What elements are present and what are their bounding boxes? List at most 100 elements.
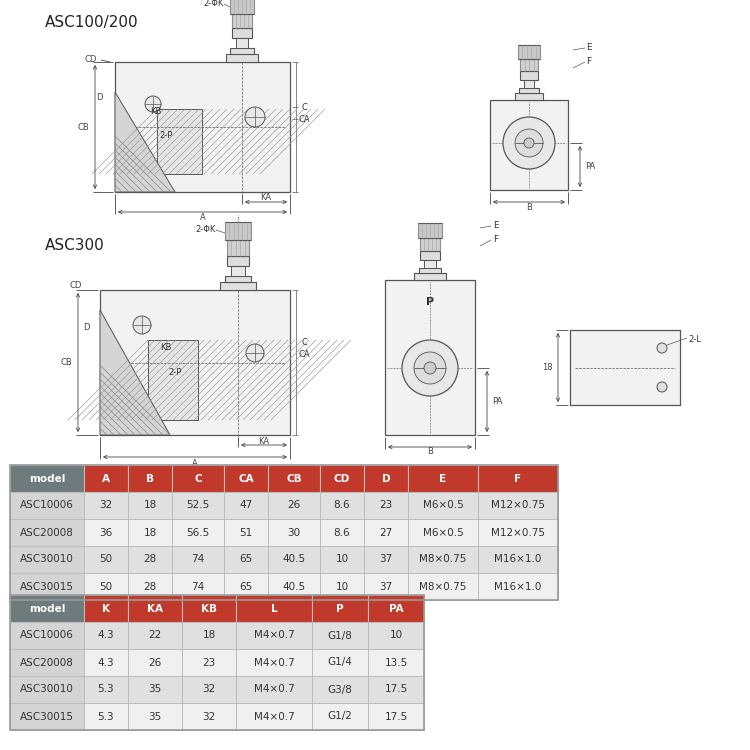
Text: M12×0.75: M12×0.75 xyxy=(491,500,545,511)
Bar xyxy=(225,222,251,240)
Text: 2-P: 2-P xyxy=(168,368,182,377)
Bar xyxy=(230,0,254,14)
Text: F: F xyxy=(514,473,521,484)
Text: CD: CD xyxy=(334,473,350,484)
Text: 35: 35 xyxy=(148,685,162,694)
Bar xyxy=(231,266,245,276)
Text: A: A xyxy=(102,473,110,484)
Text: CB: CB xyxy=(77,122,89,131)
Bar xyxy=(478,492,558,519)
Bar xyxy=(268,546,320,573)
Text: B: B xyxy=(526,202,532,211)
Bar xyxy=(172,519,224,546)
Circle shape xyxy=(524,138,534,148)
Text: E: E xyxy=(493,221,499,230)
Text: G1/8: G1/8 xyxy=(328,631,352,640)
Circle shape xyxy=(246,344,264,362)
Text: ASC100/200: ASC100/200 xyxy=(45,14,139,29)
Bar xyxy=(368,703,424,730)
Bar xyxy=(312,622,368,649)
Bar xyxy=(420,238,440,251)
Bar xyxy=(524,80,534,88)
Circle shape xyxy=(414,352,446,384)
Text: B: B xyxy=(146,473,154,484)
Text: M8×0.75: M8×0.75 xyxy=(419,554,466,565)
Bar xyxy=(408,573,478,600)
Text: 10: 10 xyxy=(335,554,349,565)
Bar xyxy=(84,649,128,676)
Text: 32: 32 xyxy=(202,685,216,694)
Text: 18: 18 xyxy=(202,631,216,640)
Bar xyxy=(368,649,424,676)
Bar xyxy=(172,492,224,519)
Bar xyxy=(182,676,236,703)
Bar xyxy=(84,595,128,622)
Bar xyxy=(224,519,268,546)
Text: 4.3: 4.3 xyxy=(98,631,114,640)
Bar xyxy=(320,573,364,600)
Text: 17.5: 17.5 xyxy=(384,685,408,694)
Text: A: A xyxy=(200,214,206,223)
Bar xyxy=(320,465,364,492)
Bar xyxy=(419,268,441,273)
Bar xyxy=(148,340,198,420)
Bar xyxy=(478,573,558,600)
Text: CB: CB xyxy=(60,358,72,367)
Bar xyxy=(224,492,268,519)
Text: 2-ΦK: 2-ΦK xyxy=(204,0,224,8)
Text: ASC20008: ASC20008 xyxy=(20,658,74,668)
Bar xyxy=(128,703,182,730)
Text: B: B xyxy=(427,448,433,457)
Text: L: L xyxy=(271,604,278,613)
Bar xyxy=(84,676,128,703)
Bar xyxy=(182,622,236,649)
Text: 26: 26 xyxy=(287,500,301,511)
Bar xyxy=(268,519,320,546)
Bar xyxy=(115,62,290,192)
Bar xyxy=(10,649,84,676)
Bar xyxy=(182,649,236,676)
Circle shape xyxy=(402,340,458,396)
Text: 10: 10 xyxy=(335,581,349,592)
Bar xyxy=(414,273,446,280)
Text: M4×0.7: M4×0.7 xyxy=(254,685,294,694)
Text: 32: 32 xyxy=(99,500,112,511)
Circle shape xyxy=(424,362,436,374)
Bar xyxy=(226,54,258,62)
Circle shape xyxy=(133,316,151,334)
Text: P: P xyxy=(336,604,344,613)
Text: E: E xyxy=(440,473,446,484)
Text: 23: 23 xyxy=(380,500,393,511)
Text: 8.6: 8.6 xyxy=(334,527,350,538)
Text: ASC20008: ASC20008 xyxy=(20,527,74,538)
Text: 2-P: 2-P xyxy=(159,130,172,140)
Bar xyxy=(320,519,364,546)
Bar xyxy=(368,622,424,649)
Text: 36: 36 xyxy=(99,527,112,538)
Bar xyxy=(408,492,478,519)
Bar xyxy=(128,492,172,519)
Text: ASC30015: ASC30015 xyxy=(20,581,74,592)
Bar xyxy=(364,546,408,573)
Bar xyxy=(232,14,252,28)
Bar xyxy=(268,492,320,519)
Text: D: D xyxy=(382,473,390,484)
Text: KB: KB xyxy=(150,107,161,116)
Text: C: C xyxy=(301,338,307,347)
Text: 17.5: 17.5 xyxy=(384,712,408,722)
Bar xyxy=(10,676,84,703)
Bar xyxy=(224,573,268,600)
Text: 74: 74 xyxy=(191,554,205,565)
Bar xyxy=(230,48,254,54)
Bar xyxy=(364,492,408,519)
Text: G3/8: G3/8 xyxy=(328,685,352,694)
Text: 65: 65 xyxy=(239,554,253,565)
Text: P: P xyxy=(426,297,434,307)
Bar xyxy=(408,546,478,573)
Bar xyxy=(182,703,236,730)
Text: KA: KA xyxy=(147,604,163,613)
Bar xyxy=(128,622,182,649)
Text: M4×0.7: M4×0.7 xyxy=(254,658,294,668)
Text: 18: 18 xyxy=(542,363,553,372)
Text: CA: CA xyxy=(238,473,254,484)
